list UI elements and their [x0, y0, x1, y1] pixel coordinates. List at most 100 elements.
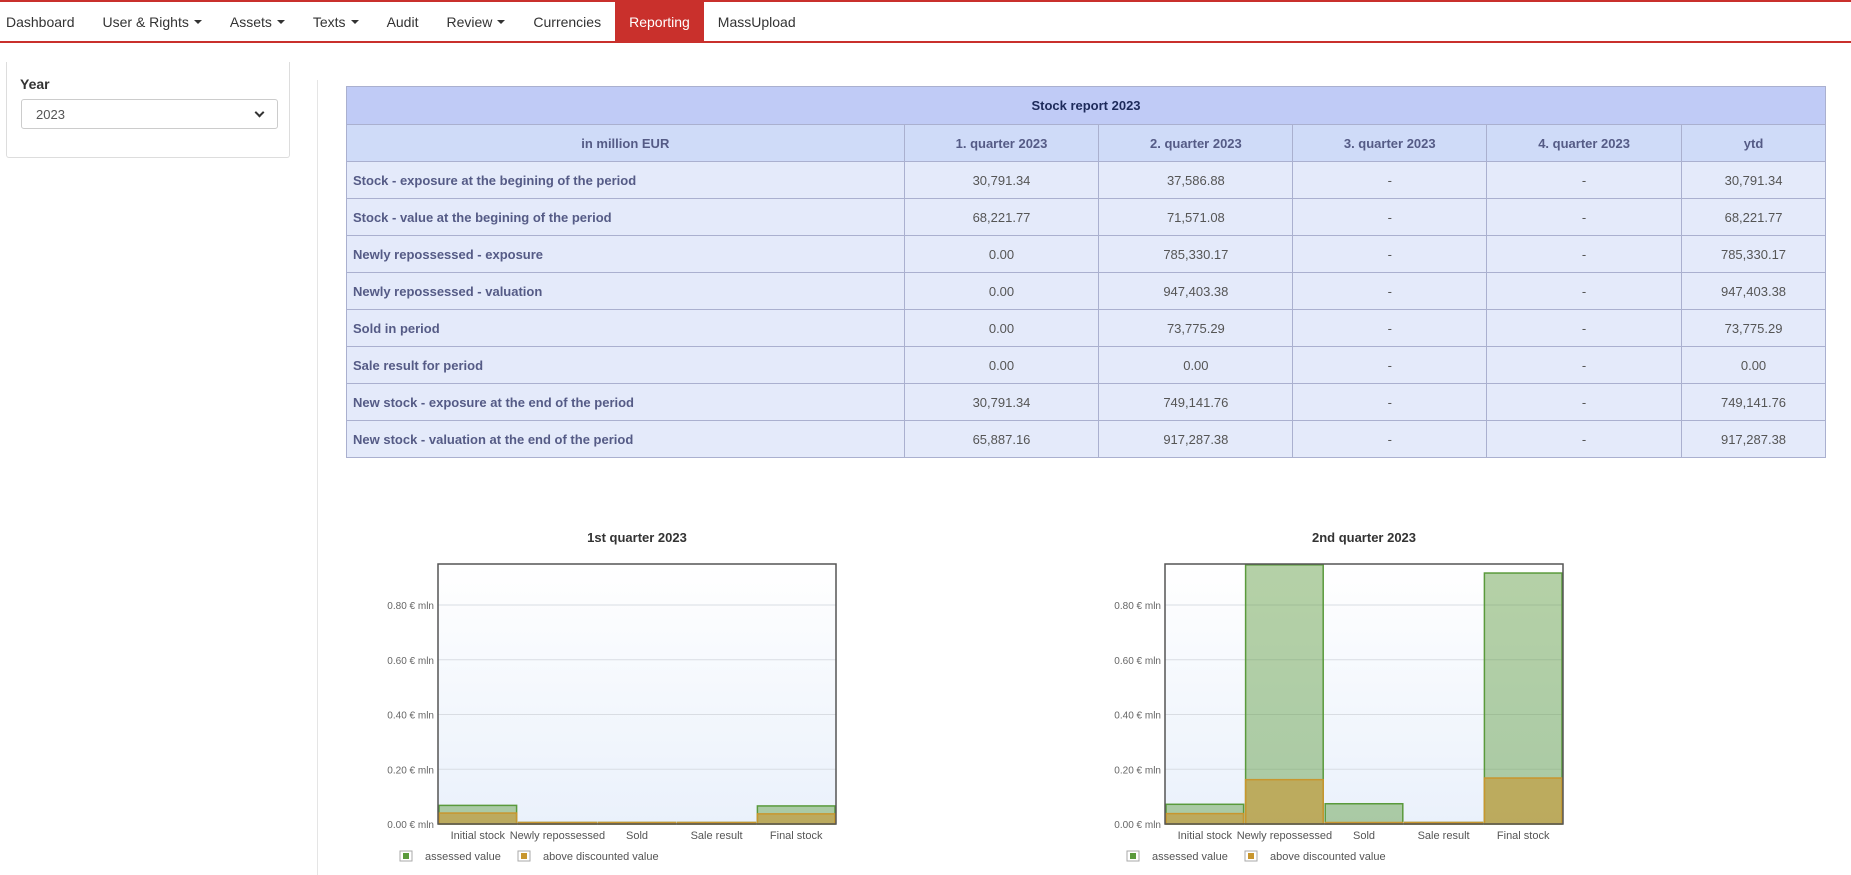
table-cell: -	[1486, 198, 1683, 236]
x-tick-label: Newly repossessed	[510, 830, 605, 842]
nav-item-review[interactable]: Review	[432, 2, 519, 41]
table-cell: -	[1486, 272, 1683, 310]
filter-panel: Year 2023	[6, 62, 290, 158]
bar-assessed-value	[1324, 802, 1404, 825]
nav-item-label: Audit	[386, 13, 419, 30]
bar-above-discounted-value	[756, 813, 836, 825]
legend-label: above discounted value	[1270, 851, 1386, 863]
year-label: Year	[20, 76, 50, 92]
table-cell: 947,403.38	[1681, 272, 1826, 310]
legend-label: assessed value	[425, 851, 501, 863]
legend-swatch	[403, 853, 409, 859]
nav-item-audit[interactable]: Audit	[373, 2, 433, 41]
row-label: Stock - exposure at the begining of the …	[346, 161, 905, 199]
table-cell: 68,221.77	[903, 198, 1100, 236]
y-tick-label: 0.60 € mln	[1114, 656, 1161, 667]
y-tick-label: 0.40 € mln	[1114, 711, 1161, 722]
table-cell: 749,141.76	[1098, 383, 1294, 421]
chart-q1: 1st quarter 2023 0.00 € mln 0.20 € mln 0.40…	[387, 530, 837, 863]
table-cell: 0.00	[903, 272, 1100, 310]
table-cell: 0.00	[1681, 346, 1826, 384]
x-tick-label: Final stock	[1497, 830, 1550, 842]
row-label: Sale result for period	[346, 346, 905, 384]
table-title: Stock report 2023	[346, 86, 1826, 125]
chevron-down-icon	[254, 107, 265, 117]
x-tick-label: Sold	[1353, 830, 1375, 842]
x-tick-label: Newly repossessed	[1237, 830, 1332, 842]
table-cell: -	[1486, 346, 1683, 384]
column-header: ytd	[1681, 124, 1826, 162]
x-tick-label: Sale result	[691, 830, 743, 842]
nav-item-label: Review	[446, 13, 493, 30]
table-cell: -	[1292, 198, 1488, 236]
y-tick-label: 0.80 € mln	[1114, 601, 1161, 612]
nav-item-user-rights[interactable]: User & Rights	[89, 2, 216, 41]
table-row: New stock - valuation at the end of the …	[346, 420, 1826, 458]
table-cell: 0.00	[903, 309, 1100, 347]
table-cell: -	[1292, 383, 1488, 421]
legend-label: above discounted value	[543, 851, 659, 863]
x-tick-label: Initial stock	[1178, 830, 1233, 842]
table-cell: 30,791.34	[903, 161, 1100, 199]
nav-item-label: Assets	[229, 13, 272, 30]
plot-area	[438, 564, 836, 824]
table-cell: 917,287.38	[1098, 420, 1294, 458]
chart-title: 1st quarter 2023	[587, 530, 687, 545]
nav-item-massupload[interactable]: MassUpload	[704, 2, 810, 41]
legend-swatch	[1130, 853, 1136, 859]
row-label: New stock - valuation at the end of the …	[346, 420, 905, 458]
nav-item-dashboard[interactable]: Dashboard	[0, 2, 89, 41]
nav-menu: Dashboard User & Rights Assets Texts Audit Re…	[0, 0, 1851, 43]
table-cell: 0.00	[903, 346, 1100, 384]
y-tick-label: 0.20 € mln	[1114, 765, 1161, 776]
caret-down-icon	[276, 19, 285, 24]
row-label: Sold in period	[346, 309, 905, 347]
plot-frame	[1164, 563, 1564, 825]
stock-report-table: Stock report 2023 in million EUR 1. quart…	[346, 86, 1826, 458]
x-tick-label: Sold	[626, 830, 648, 842]
table-cell: 785,330.17	[1681, 235, 1826, 273]
nav-item-texts[interactable]: Texts	[299, 2, 373, 41]
caret-down-icon	[497, 19, 506, 24]
nav-item-currencies[interactable]: Currencies	[519, 2, 615, 41]
top-navigation: Dashboard User & Rights Assets Texts Audit Re…	[0, 0, 1851, 43]
table-cell: 947,403.38	[1098, 272, 1294, 310]
year-select-value: 2023	[36, 106, 65, 122]
table-cell: 785,330.17	[1098, 235, 1294, 273]
table-cell: 73,775.29	[1681, 309, 1826, 347]
column-header: in million EUR	[346, 124, 905, 162]
table-row: Sale result for period 0.00 0.00- -0.00	[346, 346, 1826, 384]
plot-frame	[437, 563, 837, 825]
content-divider	[317, 80, 318, 875]
legend-swatch	[521, 853, 527, 859]
table-cell: 68,221.77	[1681, 198, 1826, 236]
y-tick-label: 0.40 € mln	[387, 711, 434, 722]
nav-item-reporting[interactable]: Reporting	[615, 0, 704, 43]
bar-above-discounted-value	[438, 812, 518, 825]
table-cell: 0.00	[1098, 346, 1294, 384]
bar-above-discounted-value	[1165, 812, 1245, 825]
table-row: Stock - exposure at the begining of the …	[346, 161, 1826, 199]
table-cell: -	[1486, 309, 1683, 347]
table-row: Newly repossessed - exposure 0.00 785,330.…	[346, 235, 1826, 273]
table-cell: -	[1486, 383, 1683, 421]
nav-item-label: User & Rights	[102, 13, 189, 30]
table-cell: -	[1292, 235, 1488, 273]
legend-label: assessed value	[1152, 851, 1228, 863]
nav-item-assets[interactable]: Assets	[216, 2, 299, 41]
table-cell: -	[1292, 309, 1488, 347]
nav-item-label: Reporting	[629, 13, 690, 30]
table-cell: 65,887.16	[903, 420, 1100, 458]
table-cell: 30,791.34	[1681, 161, 1826, 199]
table-cell: 73,775.29	[1098, 309, 1294, 347]
y-tick-label: 0.60 € mln	[387, 656, 434, 667]
table-cell: 917,287.38	[1681, 420, 1826, 458]
y-tick-label: 0.20 € mln	[387, 765, 434, 776]
table-cell: -	[1292, 346, 1488, 384]
nav-item-label: Texts	[312, 13, 346, 30]
year-select[interactable]: 2023	[21, 99, 278, 129]
table-cell: -	[1486, 420, 1683, 458]
table-row: New stock - exposure at the end of the p…	[346, 383, 1826, 421]
x-tick-label: Sale result	[1418, 830, 1470, 842]
nav-item-label: Currencies	[533, 13, 602, 30]
